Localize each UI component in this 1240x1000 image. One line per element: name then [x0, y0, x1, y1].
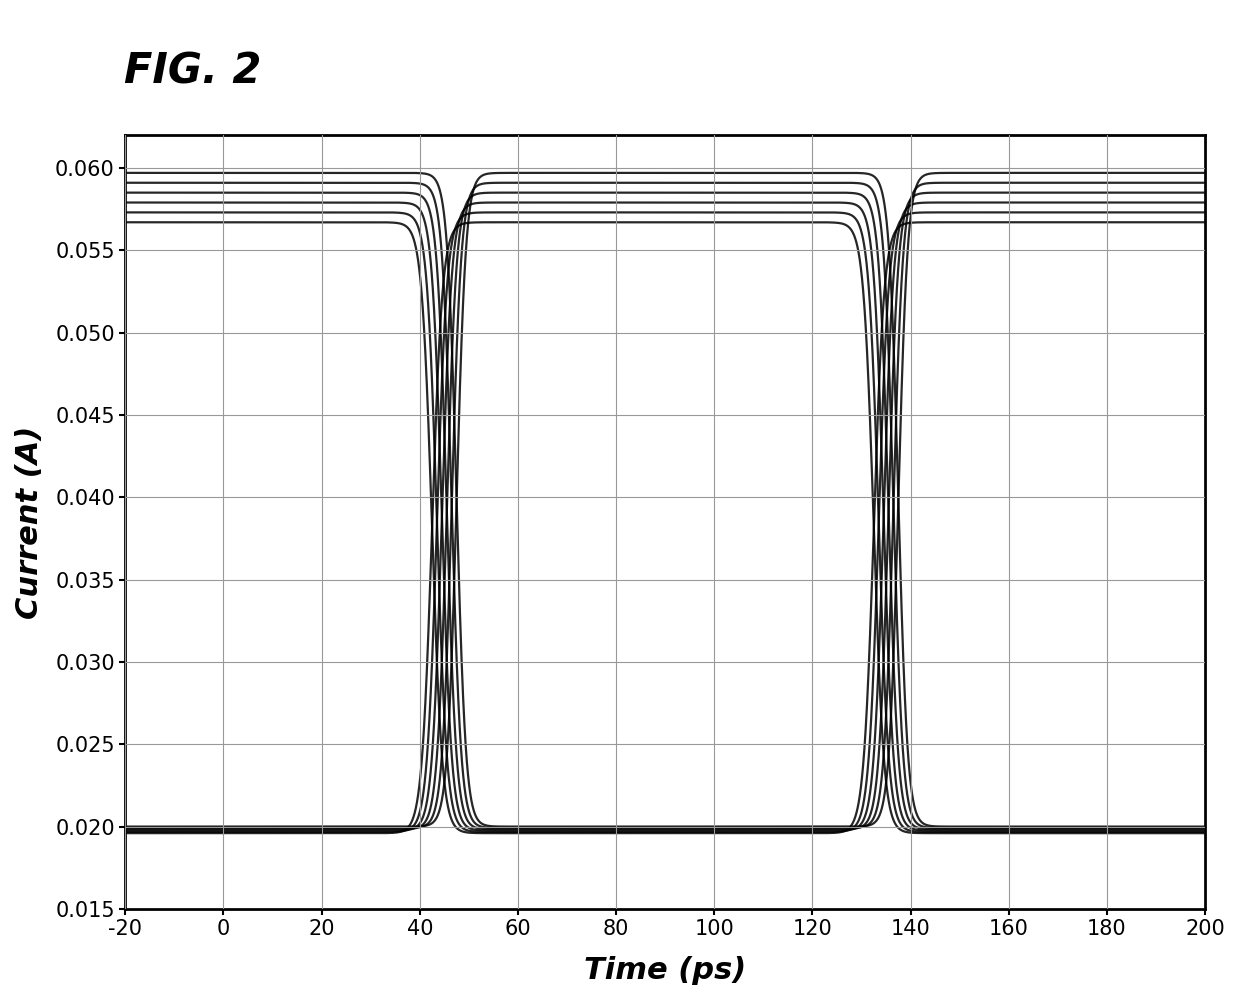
- Text: FIG. 2: FIG. 2: [124, 50, 262, 92]
- Y-axis label: Current (A): Current (A): [15, 425, 43, 619]
- X-axis label: Time (ps): Time (ps): [584, 956, 746, 985]
